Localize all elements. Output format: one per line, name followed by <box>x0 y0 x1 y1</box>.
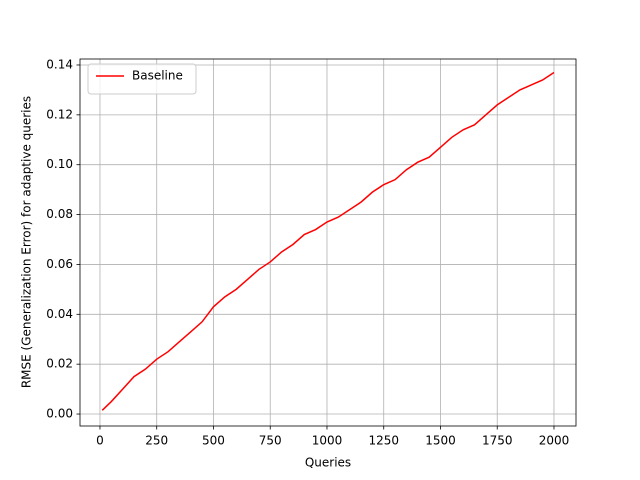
x-axis-label: Queries <box>305 456 351 470</box>
y-tick-label: 0.06 <box>46 257 73 271</box>
x-tick-label: 0 <box>96 434 104 448</box>
x-tick-label: 750 <box>259 434 282 448</box>
y-tick-label: 0.08 <box>46 207 73 221</box>
y-tick-label: 0.12 <box>46 107 73 121</box>
x-tick-label: 1500 <box>425 434 456 448</box>
x-tick-label: 1000 <box>312 434 343 448</box>
y-tick-label: 0.02 <box>46 357 73 371</box>
y-tick-label: 0.00 <box>46 407 73 421</box>
x-tick-label: 1750 <box>482 434 513 448</box>
x-tick-label: 2000 <box>539 434 570 448</box>
legend-label: Baseline <box>132 69 183 83</box>
x-tick-label: 1250 <box>368 434 399 448</box>
y-tick-label: 0.14 <box>46 57 73 71</box>
y-tick-label: 0.04 <box>46 307 73 321</box>
line-series <box>101 71 555 411</box>
y-tick-label: 0.10 <box>46 157 73 171</box>
plot-frame <box>79 58 577 427</box>
y-axis-label: RMSE (Generalization Error) for adaptive… <box>20 96 34 388</box>
x-tick-label: 250 <box>145 434 168 448</box>
legend-box <box>87 63 197 95</box>
x-tick-label: 500 <box>202 434 225 448</box>
